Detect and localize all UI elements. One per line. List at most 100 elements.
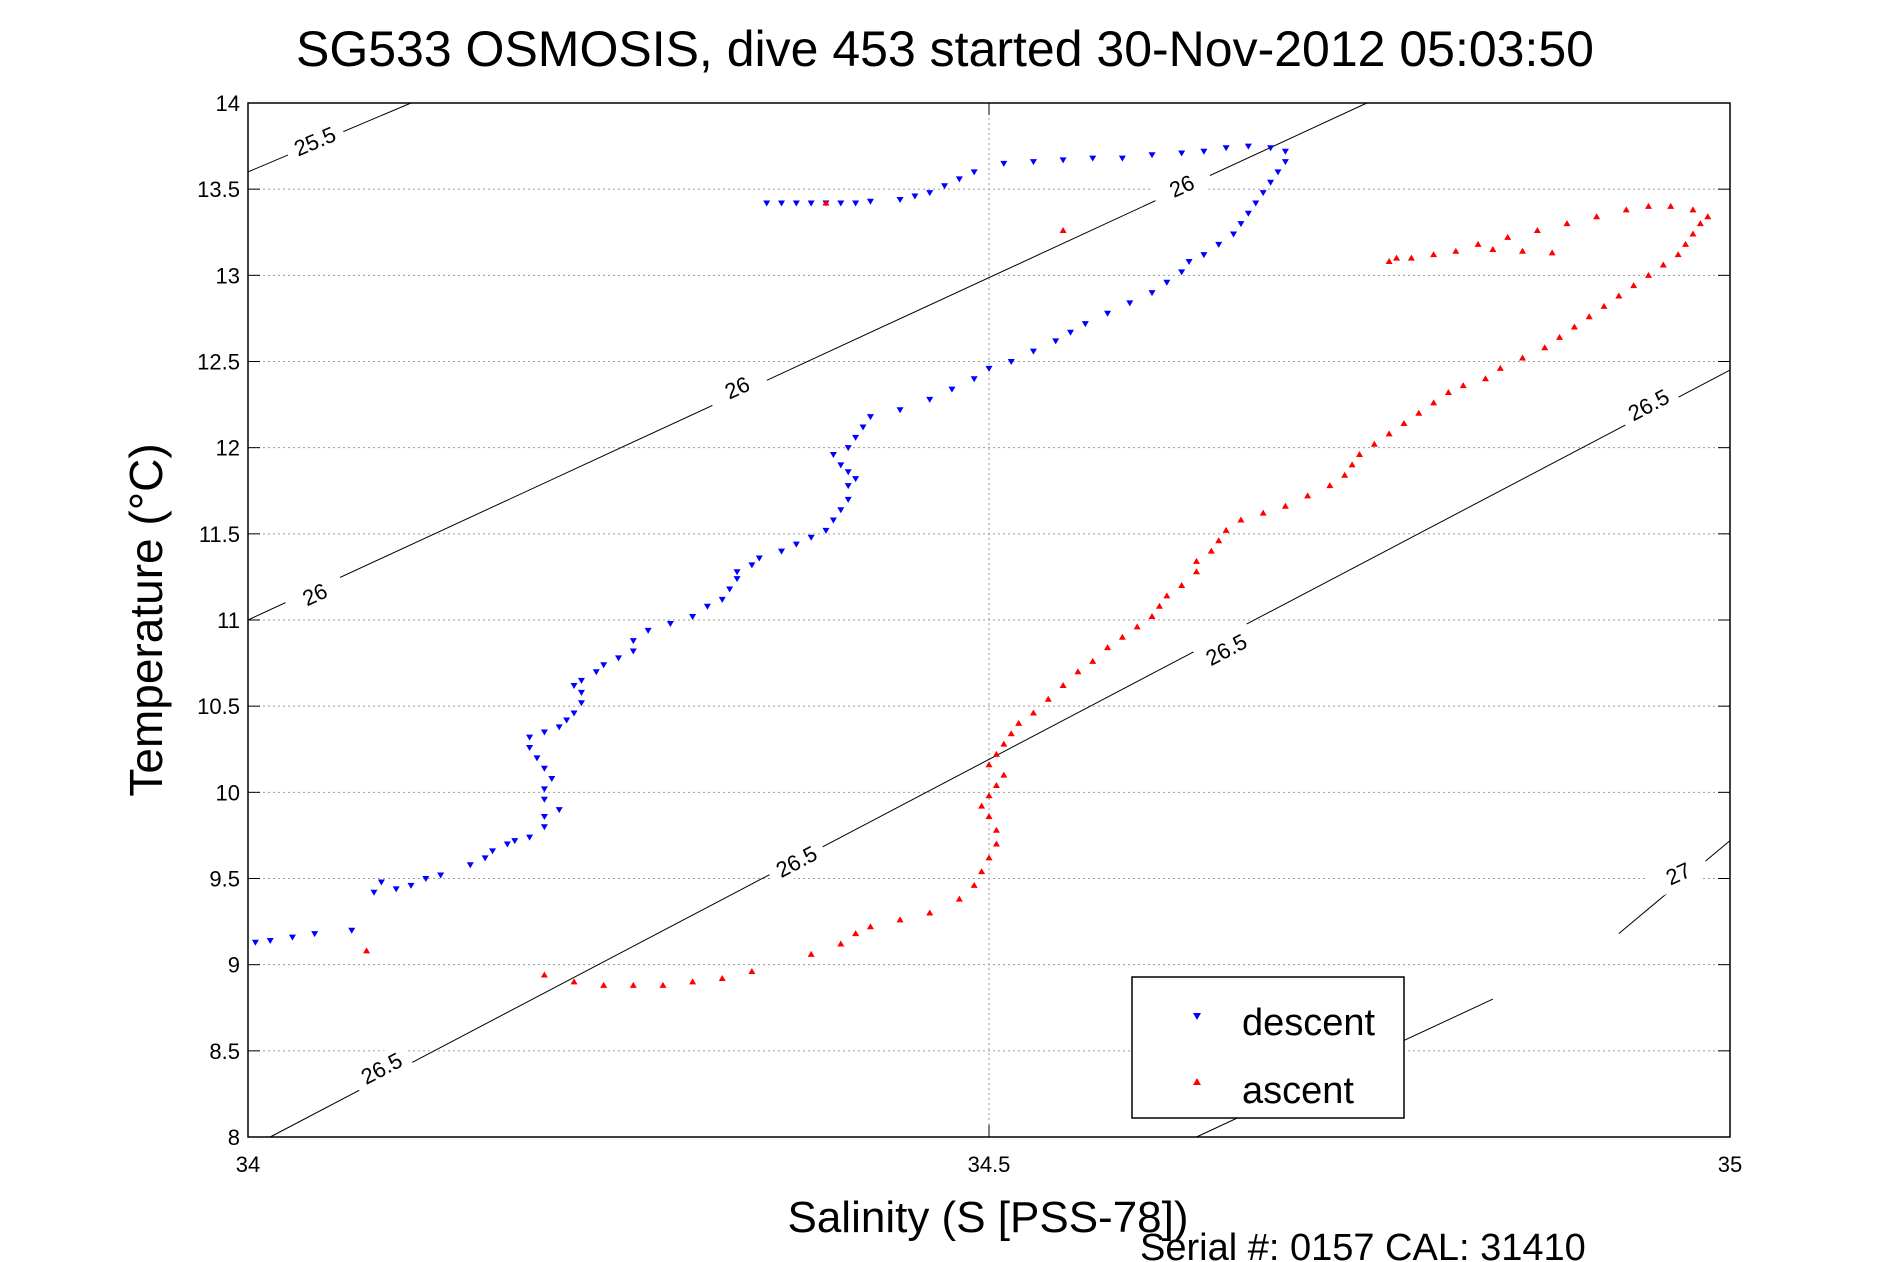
descent-point (548, 776, 556, 783)
descent-point (985, 365, 993, 372)
ascent-point (1548, 249, 1556, 256)
descent-point (466, 862, 474, 869)
descent-point (1200, 148, 1208, 155)
descent-point (755, 555, 763, 562)
descent-point (311, 931, 319, 938)
ascent-point (1563, 220, 1571, 227)
descent-point (629, 648, 637, 655)
ascent-point (718, 974, 726, 981)
ascent-point (1044, 695, 1052, 702)
x-axis-label: Salinity (S [PSS-78]) (787, 1193, 1188, 1242)
y-tick-label: 13.5 (197, 177, 240, 202)
ascent-point (1659, 261, 1667, 268)
ascent-point (1519, 354, 1527, 361)
descent-point (577, 677, 585, 684)
ascent-point (1222, 526, 1230, 533)
ascent-point (1615, 292, 1623, 299)
ascent-point (1600, 302, 1608, 309)
ascent-point (1415, 409, 1423, 416)
y-tick-label: 9.5 (209, 867, 240, 892)
grid-lines (248, 103, 1730, 1137)
descent-point (1200, 252, 1208, 259)
ascent-point (852, 930, 860, 937)
descent-point (1148, 152, 1156, 159)
ascent-point (1118, 633, 1126, 640)
y-tick-label: 9 (228, 953, 240, 978)
descent-point (807, 200, 815, 207)
ascent-point (992, 826, 1000, 833)
ascent-point (955, 895, 963, 902)
descent-point (1178, 269, 1186, 276)
contour-label-background (1193, 622, 1260, 676)
y-axis-label: Temperature (°C) (120, 443, 172, 796)
contour-label-background (1645, 847, 1712, 899)
descent-point (859, 424, 867, 431)
descent-point (563, 717, 571, 724)
descent-point (955, 176, 963, 183)
descent-point (1000, 160, 1008, 167)
descent-point (896, 407, 904, 414)
descent-point (718, 596, 726, 603)
ascent-point (1481, 375, 1489, 382)
descent-point (489, 848, 497, 855)
descent-point (1178, 150, 1186, 157)
ascent-point (978, 868, 986, 875)
descent-point (1163, 279, 1171, 286)
descent-point (822, 527, 830, 534)
descent-point (1059, 157, 1067, 164)
chart-title: SG533 OSMOSIS, dive 453 started 30-Nov-2… (296, 21, 1594, 77)
ascent-point (1385, 258, 1393, 265)
descent-point (503, 841, 511, 848)
descent-point (829, 517, 837, 524)
ascent-point (1000, 740, 1008, 747)
ascent-point (1356, 451, 1363, 458)
ascent-point (896, 916, 904, 923)
ascent-point (1689, 230, 1697, 237)
descent-point (348, 927, 356, 934)
descent-point (1230, 231, 1238, 238)
ascent-point (1007, 730, 1015, 737)
ascent-point (1163, 592, 1171, 599)
descent-point (437, 872, 445, 879)
descent-point (866, 198, 874, 205)
descent-point (778, 200, 786, 207)
ascent-point (1452, 247, 1460, 254)
descent-point (392, 886, 400, 893)
contour-label-background (281, 568, 348, 620)
descent-point (540, 765, 548, 772)
descent-point (540, 729, 548, 736)
descent-point (763, 200, 771, 207)
ascent-point (1133, 623, 1141, 630)
descent-point (926, 190, 934, 197)
descent-point (540, 796, 548, 803)
legend: descent ascent (1131, 976, 1405, 1119)
ascent-point (1192, 568, 1200, 575)
ascent-point (1704, 213, 1712, 220)
descent-point (266, 938, 274, 945)
descent-point (377, 879, 385, 886)
descent-point (1081, 321, 1089, 328)
contour-label-background (763, 834, 830, 888)
descent-point (778, 548, 786, 555)
legend-descent-marker (1193, 1013, 1201, 1020)
ascent-point (1178, 582, 1186, 589)
descent-point (555, 724, 563, 731)
descent-point (844, 469, 852, 476)
descent-point (570, 682, 578, 689)
descent-point (644, 627, 652, 634)
ascent-point (689, 978, 697, 985)
ascent-point (992, 750, 1000, 757)
ascent-point (1393, 254, 1401, 261)
ascent-point (748, 968, 756, 975)
descent-point (577, 700, 585, 707)
ascent-point (992, 781, 1000, 788)
descent-point (1252, 200, 1260, 207)
ascent-point (1504, 233, 1512, 240)
ascent-points (363, 199, 1712, 988)
descent-point (1089, 155, 1097, 162)
descent-point (896, 197, 904, 204)
ascent-point (1682, 240, 1690, 247)
descent-point (748, 562, 756, 569)
descent-point (1067, 329, 1075, 336)
